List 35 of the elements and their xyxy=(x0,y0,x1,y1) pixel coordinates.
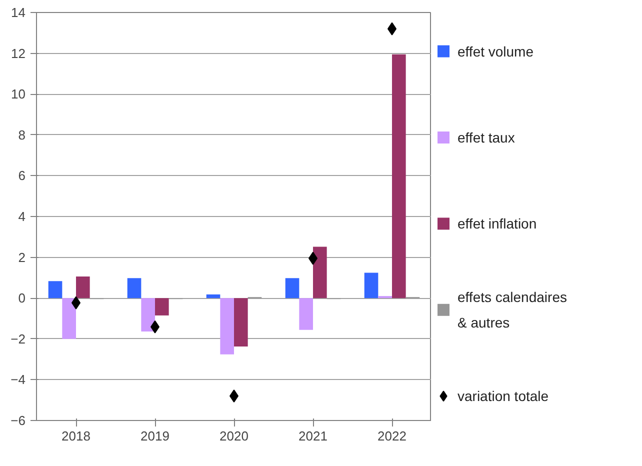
legend-label: effets calendaires & autres xyxy=(458,289,567,331)
bar xyxy=(299,298,313,330)
x-tick-label: 2022 xyxy=(378,428,406,444)
bar xyxy=(364,272,378,298)
bar xyxy=(141,298,155,332)
bar xyxy=(155,298,169,316)
bar xyxy=(62,298,76,339)
y-tick-label: −6 xyxy=(10,413,26,428)
y-tick-label: 4 xyxy=(18,209,26,224)
x-tick-label: 2021 xyxy=(298,428,328,444)
bar xyxy=(127,278,142,298)
bar xyxy=(206,294,220,298)
legend-label: effet volume xyxy=(458,43,534,60)
bar xyxy=(313,246,327,298)
x-tick-label: 2018 xyxy=(62,428,90,444)
y-tick-label: 8 xyxy=(18,127,26,142)
bar xyxy=(234,298,248,346)
y-tick-label: 0 xyxy=(18,290,26,306)
y-tick-label: 2 xyxy=(18,250,26,265)
legend-label: effet taux xyxy=(458,129,515,146)
y-tick-label: 6 xyxy=(18,168,26,184)
x-tick-label: 2020 xyxy=(220,428,248,444)
bar xyxy=(220,298,234,354)
y-tick-label: 14 xyxy=(11,5,26,20)
y-tick-label: −4 xyxy=(10,372,26,388)
y-tick-label: 10 xyxy=(11,86,26,102)
bar xyxy=(285,278,300,298)
y-tick-label: 12 xyxy=(11,46,26,61)
y-tick-label: −2 xyxy=(10,331,26,346)
bar xyxy=(392,54,406,298)
legend-label: effet inflation xyxy=(458,216,537,232)
x-tick-label: 2019 xyxy=(140,428,170,444)
legend-label: variation totale xyxy=(458,388,549,404)
bar xyxy=(76,276,90,298)
bar xyxy=(48,281,62,298)
